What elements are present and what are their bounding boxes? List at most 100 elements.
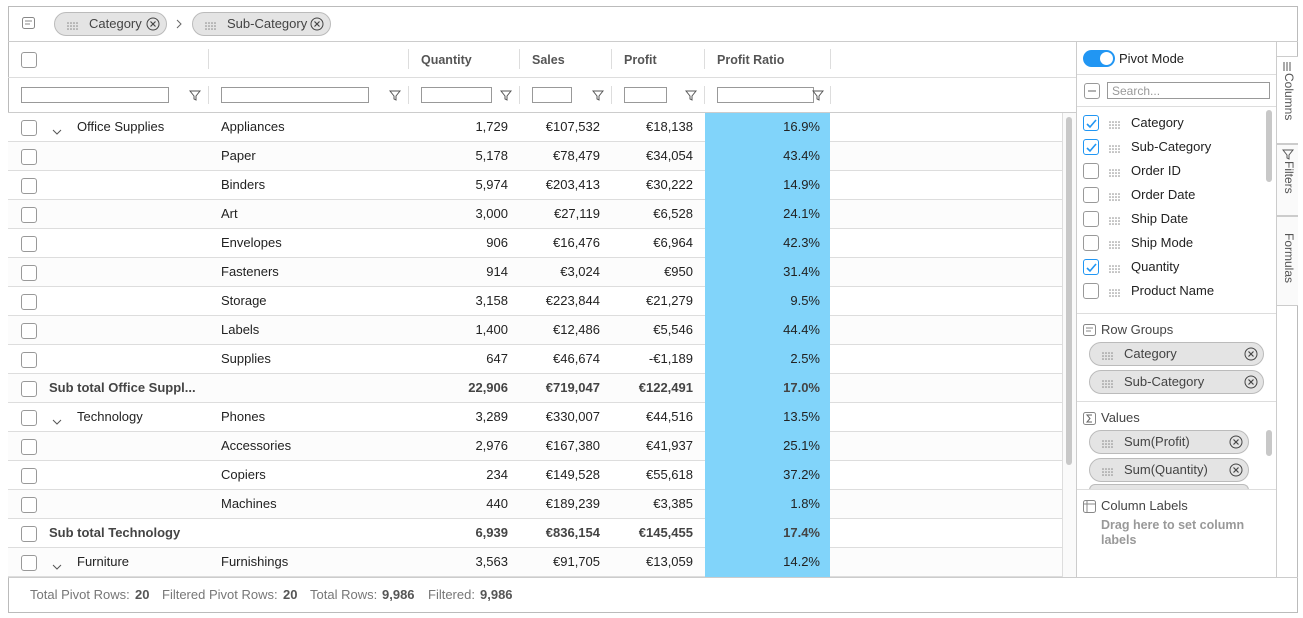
remove-icon bbox=[1229, 435, 1243, 449]
grid-row bbox=[8, 519, 1062, 548]
cell: Copiers bbox=[221, 467, 266, 482]
drop-chip[interactable]: Sub-Category bbox=[1089, 370, 1264, 394]
filter-input[interactable] bbox=[421, 87, 492, 103]
checkbox[interactable] bbox=[21, 52, 37, 68]
cell: Machines bbox=[221, 496, 277, 511]
expand-chevron bbox=[52, 124, 62, 135]
column-name: Category bbox=[1131, 115, 1184, 130]
checkbox[interactable] bbox=[21, 497, 37, 513]
grip bbox=[205, 19, 217, 30]
filter-input[interactable] bbox=[532, 87, 572, 103]
ratio-cell-bg bbox=[705, 258, 830, 287]
col-separator bbox=[611, 86, 612, 104]
filter-input[interactable] bbox=[21, 87, 169, 103]
checkbox[interactable] bbox=[21, 439, 37, 455]
side-tab[interactable]: Formulas bbox=[1277, 216, 1298, 306]
ratio-cell-bg bbox=[705, 548, 830, 577]
col-separator bbox=[519, 49, 520, 69]
checkbox[interactable] bbox=[21, 410, 37, 426]
grip bbox=[67, 19, 79, 30]
cell: 3,000 bbox=[475, 206, 508, 221]
drop-chip[interactable]: Category bbox=[1089, 342, 1264, 366]
grid-row bbox=[8, 316, 1062, 345]
checkbox[interactable] bbox=[21, 265, 37, 281]
checkbox[interactable] bbox=[21, 178, 37, 194]
grip bbox=[1102, 465, 1114, 476]
column-header[interactable]: Sales bbox=[532, 53, 565, 67]
grip bbox=[1109, 262, 1121, 273]
expand-chevron bbox=[52, 559, 62, 570]
checkbox[interactable] bbox=[1083, 115, 1099, 131]
cell: 43.4% bbox=[783, 148, 820, 163]
column-name: Ship Mode bbox=[1131, 235, 1194, 250]
remove-icon bbox=[1229, 463, 1243, 477]
col-separator bbox=[704, 86, 705, 104]
cell: €950 bbox=[664, 264, 693, 279]
drop-chip[interactable]: Category bbox=[54, 12, 167, 36]
cell: Art bbox=[221, 206, 238, 221]
cell: €55,618 bbox=[646, 467, 693, 482]
cell: €223,844 bbox=[545, 293, 600, 308]
remove-icon bbox=[1244, 375, 1258, 389]
chip-label: Category bbox=[89, 16, 142, 31]
status-label: Total Rows: bbox=[310, 587, 378, 602]
filter-input[interactable] bbox=[717, 87, 814, 103]
section-title: Column Labels bbox=[1101, 498, 1188, 513]
select-all[interactable] bbox=[1084, 83, 1100, 99]
chip-label: Sum(Quantity) bbox=[1124, 462, 1208, 477]
column-header[interactable]: Quantity bbox=[421, 53, 472, 67]
checkbox[interactable] bbox=[1083, 139, 1099, 155]
cell: 914 bbox=[486, 264, 508, 279]
tab-label: Filters bbox=[1282, 161, 1296, 194]
checkbox[interactable] bbox=[1083, 187, 1099, 203]
checkbox[interactable] bbox=[21, 323, 37, 339]
ratio-cell-bg bbox=[705, 171, 830, 200]
chip-label: Sum(Profit) bbox=[1124, 434, 1190, 449]
cell: €41,937 bbox=[646, 438, 693, 453]
grip bbox=[1109, 118, 1121, 129]
checkbox[interactable] bbox=[21, 149, 37, 165]
column-header[interactable]: Profit Ratio bbox=[717, 53, 785, 67]
checkbox[interactable] bbox=[1083, 259, 1099, 275]
search-input[interactable]: Search... bbox=[1107, 82, 1270, 99]
checkbox[interactable] bbox=[21, 207, 37, 223]
side-tab[interactable]: Filters bbox=[1277, 144, 1298, 216]
cell: €6,964 bbox=[653, 235, 693, 250]
side-tab[interactable]: Columns bbox=[1277, 56, 1298, 144]
checkbox[interactable] bbox=[1083, 283, 1099, 299]
filter-input[interactable] bbox=[624, 87, 667, 103]
checkbox[interactable] bbox=[21, 555, 37, 571]
checkbox[interactable] bbox=[1083, 235, 1099, 251]
checkbox[interactable] bbox=[21, 294, 37, 310]
side-panel bbox=[1076, 42, 1277, 577]
drop-chip[interactable]: Sum(Quantity) bbox=[1089, 458, 1249, 482]
checkbox[interactable] bbox=[21, 468, 37, 484]
column-name: Product Name bbox=[1131, 283, 1215, 298]
filter-input[interactable] bbox=[221, 87, 369, 103]
cell: 3,289 bbox=[475, 409, 508, 424]
checkbox[interactable] bbox=[21, 526, 37, 542]
drop-chip[interactable]: Sum(Profit) bbox=[1089, 430, 1249, 454]
cell: 13.5% bbox=[783, 409, 820, 424]
drop-chip[interactable]: Sub-Category bbox=[192, 12, 331, 36]
cell: Fasteners bbox=[221, 264, 279, 279]
checkbox[interactable] bbox=[1083, 163, 1099, 179]
checkbox[interactable] bbox=[21, 352, 37, 368]
scroll-thumb[interactable] bbox=[1066, 117, 1072, 465]
cell: 37.2% bbox=[783, 467, 820, 482]
ratio-cell-bg bbox=[705, 432, 830, 461]
checkbox[interactable] bbox=[21, 381, 37, 397]
column-header[interactable]: Profit bbox=[624, 53, 657, 67]
grid-row bbox=[8, 548, 1062, 577]
grid-row bbox=[8, 113, 1062, 142]
checkbox[interactable] bbox=[21, 120, 37, 136]
divider bbox=[1077, 313, 1276, 314]
checkbox[interactable] bbox=[21, 236, 37, 252]
checkbox[interactable] bbox=[1083, 211, 1099, 227]
ratio-cell-bg bbox=[705, 374, 830, 403]
drop-chip-cut bbox=[1089, 484, 1249, 490]
cell: 1.8% bbox=[790, 496, 820, 511]
cell: €46,674 bbox=[553, 351, 600, 366]
cell: €149,528 bbox=[545, 467, 600, 482]
status-value: 9,986 bbox=[480, 587, 513, 602]
